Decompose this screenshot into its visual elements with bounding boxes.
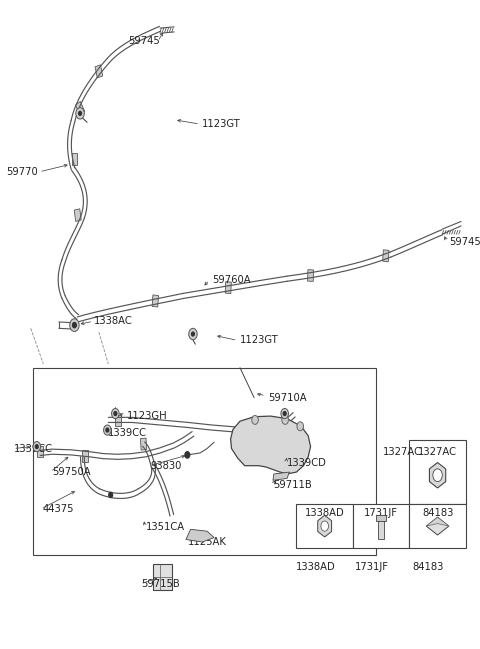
Text: 59750A: 59750A: [52, 467, 90, 477]
Circle shape: [70, 319, 79, 332]
Bar: [297, 504, 353, 548]
Text: 93830: 93830: [151, 461, 182, 471]
Bar: [152, 295, 158, 307]
Polygon shape: [318, 515, 332, 537]
Polygon shape: [273, 472, 289, 480]
Circle shape: [282, 415, 288, 424]
Text: 59715B: 59715B: [141, 579, 180, 589]
Circle shape: [252, 415, 258, 424]
Text: 1339CD: 1339CD: [287, 458, 327, 467]
Text: 1731JF: 1731JF: [364, 508, 398, 518]
Circle shape: [281, 408, 288, 419]
Bar: [37, 446, 43, 458]
Text: 1339CC: 1339CC: [108, 428, 147, 437]
Polygon shape: [426, 517, 449, 526]
Circle shape: [189, 328, 197, 340]
Text: 1123GT: 1123GT: [240, 336, 279, 345]
Text: 1338AC: 1338AC: [94, 316, 133, 326]
Circle shape: [433, 469, 442, 482]
Bar: [383, 250, 389, 262]
Bar: [140, 438, 147, 450]
Text: 84183: 84183: [412, 563, 444, 572]
Circle shape: [36, 445, 38, 448]
Circle shape: [72, 323, 76, 328]
Text: 84183: 84183: [422, 508, 453, 518]
Polygon shape: [186, 530, 214, 542]
Circle shape: [104, 425, 111, 435]
Circle shape: [297, 422, 303, 431]
Circle shape: [106, 428, 109, 432]
Text: 1123GT: 1123GT: [203, 119, 241, 129]
Bar: [409, 504, 466, 548]
Bar: [75, 101, 84, 115]
Circle shape: [109, 493, 112, 498]
Circle shape: [185, 452, 190, 458]
Polygon shape: [430, 463, 446, 488]
Text: 1338AD: 1338AD: [305, 508, 345, 518]
Bar: [308, 270, 313, 282]
Bar: [225, 282, 231, 293]
Bar: [72, 153, 77, 165]
Text: 1327AC: 1327AC: [383, 447, 422, 457]
Bar: [33, 368, 376, 555]
Circle shape: [79, 112, 82, 116]
Circle shape: [111, 408, 119, 419]
Bar: [378, 521, 384, 539]
Circle shape: [114, 411, 117, 415]
Bar: [74, 209, 81, 221]
Text: 1351CA: 1351CA: [146, 522, 185, 532]
Bar: [376, 515, 386, 521]
Text: 59745: 59745: [449, 237, 480, 247]
Bar: [95, 65, 103, 78]
Text: 1125AK: 1125AK: [188, 537, 227, 547]
Text: 1123GH: 1123GH: [127, 411, 168, 421]
Circle shape: [192, 332, 194, 336]
Bar: [409, 440, 466, 504]
Bar: [153, 564, 172, 590]
Circle shape: [76, 108, 84, 119]
Text: 1327AC: 1327AC: [418, 447, 457, 457]
Text: 1338AD: 1338AD: [295, 563, 335, 572]
Text: 44375: 44375: [42, 504, 74, 514]
Bar: [353, 504, 409, 548]
Text: 59745: 59745: [128, 36, 160, 47]
Polygon shape: [426, 517, 449, 535]
Bar: [82, 450, 87, 462]
Text: 1339CC: 1339CC: [14, 443, 53, 454]
Bar: [115, 415, 120, 426]
Circle shape: [283, 411, 286, 415]
Circle shape: [321, 521, 328, 531]
Text: 59711B: 59711B: [273, 480, 312, 490]
Circle shape: [33, 441, 40, 452]
Text: 1731JF: 1731JF: [355, 563, 389, 572]
Text: 59770: 59770: [6, 167, 38, 177]
Text: 59710A: 59710A: [268, 393, 307, 403]
Text: 59760A: 59760A: [212, 275, 251, 285]
Polygon shape: [230, 416, 311, 474]
